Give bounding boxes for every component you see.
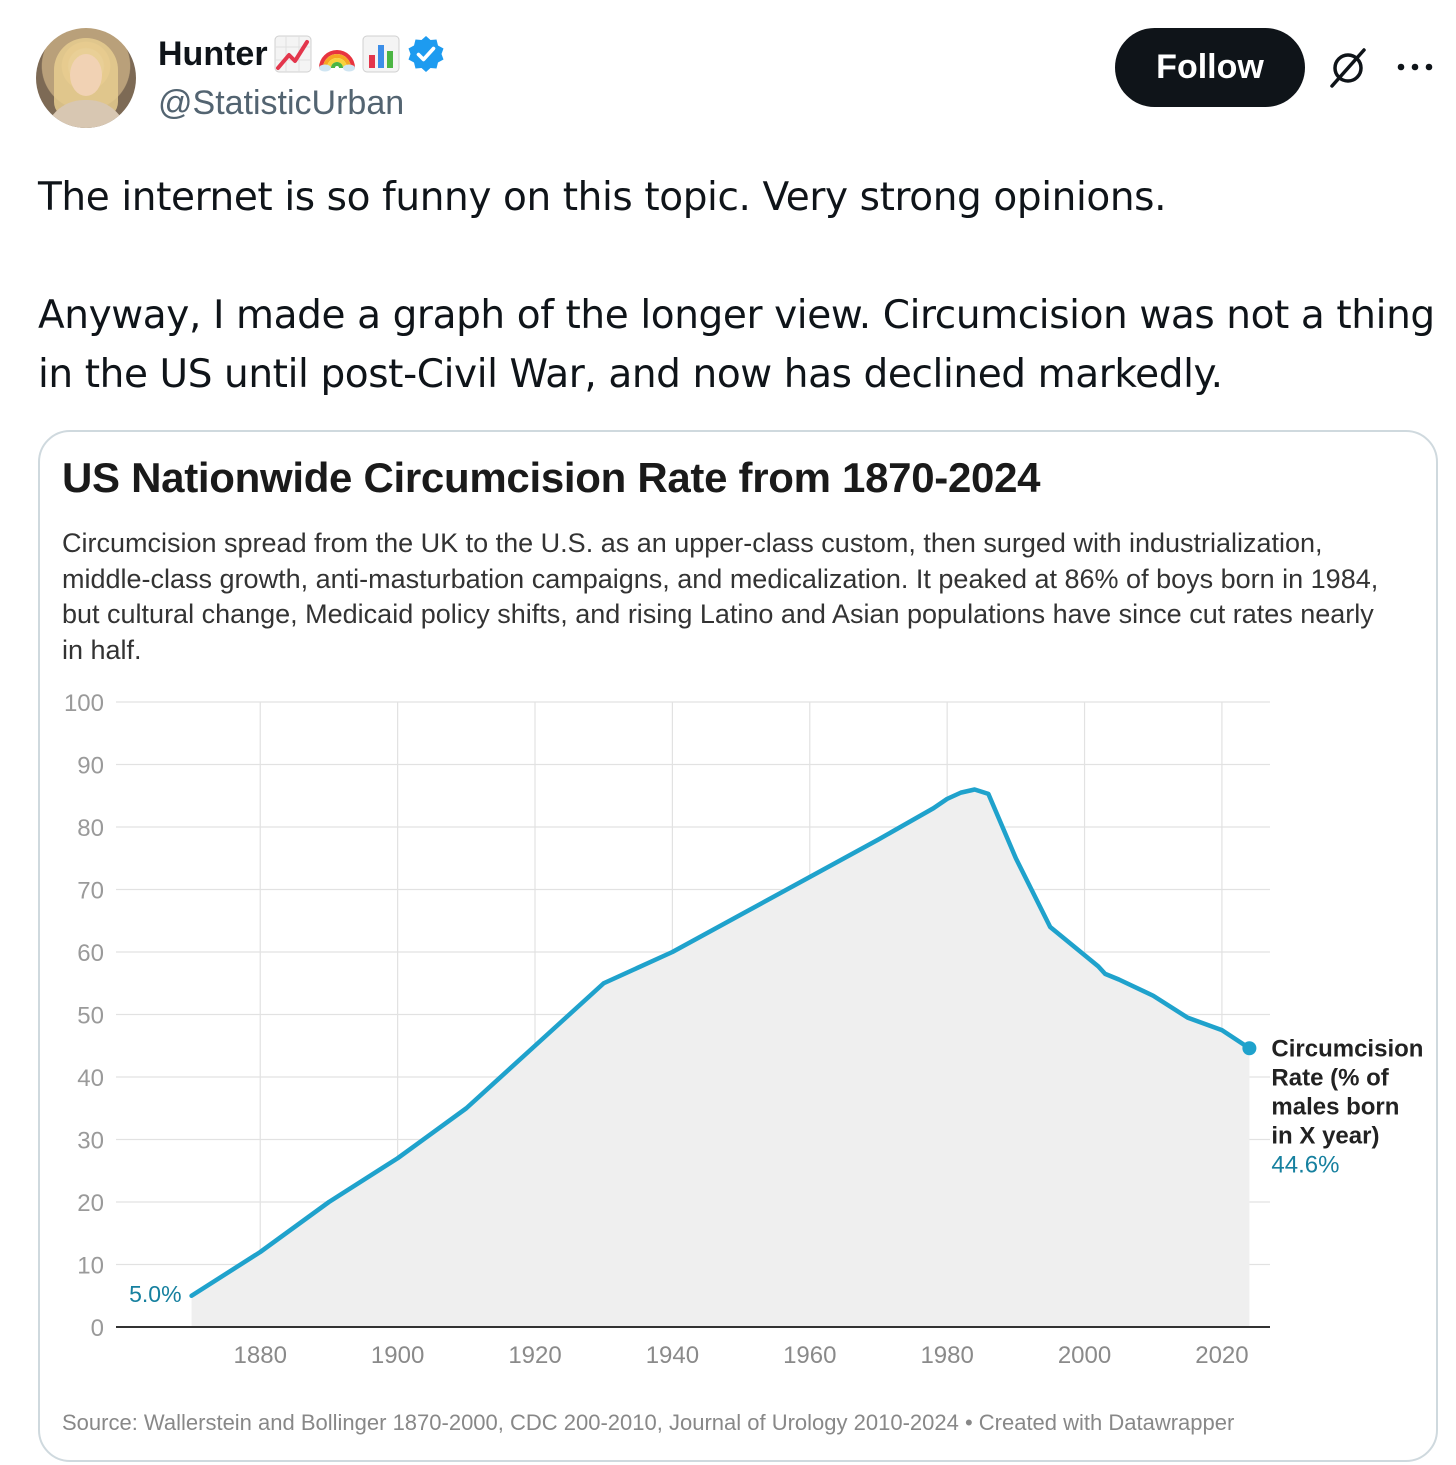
x-tick-label: 1960 [783, 1342, 836, 1369]
more-options-icon[interactable] [1395, 52, 1435, 82]
y-tick-label: 100 [64, 690, 104, 717]
y-tick-label: 60 [77, 940, 104, 967]
author-name[interactable]: Hunter [158, 34, 268, 73]
area-layer [191, 789, 1250, 1327]
series-label-line: Circumcision [1271, 1035, 1423, 1062]
author-handle[interactable]: @StatisticUrban [158, 84, 405, 122]
x-tick-label: 2000 [1058, 1342, 1111, 1369]
end-value-label: 44.6% [1271, 1151, 1339, 1178]
bar-chart-icon [362, 35, 400, 73]
tweet-paragraph-2: Anyway, I made a graph of the longer vie… [38, 293, 1435, 397]
series-line [189, 787, 1252, 1298]
chart-media-card[interactable]: US Nationwide Circumcision Rate from 187… [38, 430, 1438, 1462]
grok-icon[interactable] [1326, 46, 1370, 90]
author-name-row: Hunter [158, 32, 446, 76]
tweet-text: The internet is so funny on this topic. … [38, 168, 1438, 404]
start-value-label: 5.0% [129, 1281, 181, 1307]
y-tick-label: 40 [77, 1065, 104, 1092]
x-tick-label: 2020 [1195, 1342, 1248, 1369]
chart-subtitle: Circumcision spread from the UK to the U… [62, 528, 1379, 665]
axis-layer: 0 10 20 30 40 50 60 70 80 90 100 1880 1900 1920 1940 19… [64, 690, 1270, 1369]
end-point-marker [1242, 1041, 1257, 1056]
y-tick-label: 30 [77, 1128, 104, 1155]
avatar-face [70, 54, 102, 96]
chart-title: US Nationwide Circumcision Rate from 187… [62, 454, 1041, 501]
y-tick-label: 10 [77, 1253, 104, 1280]
x-tick-label: 1900 [371, 1342, 424, 1369]
series-label-line: in X year) [1271, 1122, 1379, 1149]
y-tick-label: 70 [77, 878, 104, 905]
y-tick-label: 0 [91, 1315, 104, 1342]
x-tick-label: 1940 [646, 1342, 699, 1369]
chart-source: Source: Wallerstein and Bollinger 1870-2… [62, 1410, 1235, 1435]
x-tick-label: 1880 [234, 1342, 287, 1369]
x-tick-label: 1920 [508, 1342, 561, 1369]
y-tick-label: 50 [77, 1003, 104, 1030]
series-label-line: males born [1271, 1093, 1399, 1120]
rainbow-icon [318, 50, 355, 72]
line-layer [189, 787, 1257, 1298]
y-tick-label: 90 [77, 753, 104, 780]
author-avatar[interactable] [36, 28, 136, 128]
verified-badge-icon[interactable] [406, 34, 446, 74]
chart-increasing-icon [274, 35, 312, 73]
y-tick-label: 80 [77, 815, 104, 842]
y-tick-label: 20 [77, 1190, 104, 1217]
x-tick-label: 1980 [920, 1342, 973, 1369]
line-chart: 0 10 20 30 40 50 60 70 80 90 100 1880 1900 1920 1940 19… [64, 690, 1423, 1369]
series-area [191, 789, 1250, 1327]
series-label-line: Rate (% of [1271, 1064, 1389, 1091]
tweet-paragraph-1: The internet is so funny on this topic. … [38, 175, 1167, 220]
follow-button[interactable]: Follow [1115, 28, 1305, 107]
